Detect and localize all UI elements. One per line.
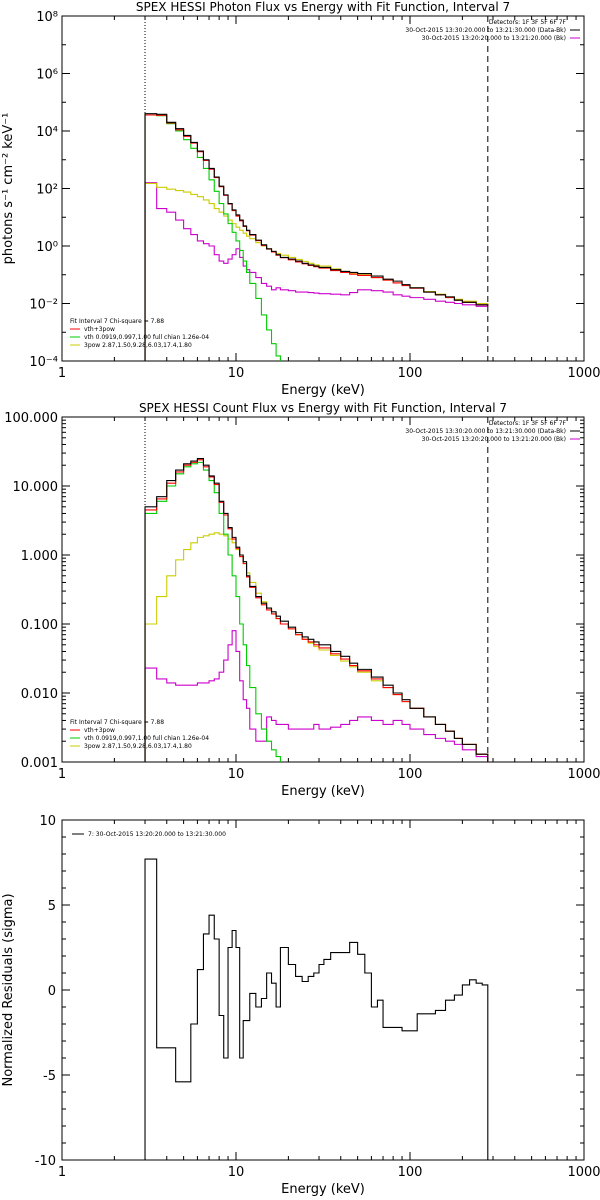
x-tick-label: 100 xyxy=(398,767,423,782)
y-tick-label: 10⁻² xyxy=(29,298,58,313)
y-tick-label: 10⁴ xyxy=(36,125,58,140)
x-tick-label: 100 xyxy=(398,1165,423,1180)
legend-topright-text: 30-Oct-2015 13:20:20.000 to 13:21:20.000… xyxy=(422,35,566,42)
plot-frame xyxy=(61,819,585,1161)
series-residuals xyxy=(144,858,489,1160)
x-tick-label: 10 xyxy=(228,1165,245,1180)
chart-panel-2: 1 10 100 1000 0.001 0.010 0.100 1.000 10.000 100.… xyxy=(4,401,600,799)
x-axis-label: Energy (keV) xyxy=(281,383,365,398)
chart-title: SPEX HESSI Photon Flux vs Energy with Fi… xyxy=(136,0,510,14)
legend-bottomleft-text: vth+3pow xyxy=(84,727,115,734)
legend-bottomleft-text: Fit Interval 7 Chi-square = 7.88 xyxy=(70,719,164,726)
y-tick-label: 10⁰ xyxy=(36,240,58,255)
x-tick-label: 1 xyxy=(58,366,66,381)
plot-frame xyxy=(61,416,585,763)
y-axis-label: Normalized Residuals (sigma) xyxy=(1,893,16,1086)
legend-bottomleft-text: Fit Interval 7 Chi-square = 7.88 xyxy=(70,318,164,325)
y-tick-label: -10 xyxy=(35,1154,56,1169)
x-axis-label: Energy (keV) xyxy=(281,1182,365,1197)
legend-topright-text: Detectors: 1F 3F 5F 6F 7F xyxy=(489,420,567,427)
series-data-bk xyxy=(144,457,489,762)
chart-title: SPEX HESSI Count Flux vs Energy with Fit… xyxy=(139,401,507,415)
x-tick-label: 10 xyxy=(228,767,245,782)
y-tick-label: 0 xyxy=(48,984,56,999)
legend-topleft-text: 7: 30-Oct-2015 13:20:20.000 to 13:21:30.… xyxy=(88,831,226,838)
series-vth xyxy=(144,114,281,361)
legend-bottomleft-text: vth 0.0919,0.997,1.00 full chian 1.26e-0… xyxy=(84,334,209,341)
plot-frame xyxy=(61,15,585,362)
y-tick-label: 10⁶ xyxy=(36,68,58,83)
series-bk xyxy=(144,182,488,361)
x-tick-label: 1000 xyxy=(567,366,600,381)
legend-bottomleft-text: vth 0.0919,0.997,1.00 full chian 1.26e-0… xyxy=(84,735,209,742)
y-tick-label: 5 xyxy=(48,899,56,914)
y-axis-label: photons s⁻¹ cm⁻² keV⁻¹ xyxy=(1,113,16,265)
x-tick-label: 1000 xyxy=(567,1165,600,1180)
y-tick-label: -5 xyxy=(43,1069,56,1084)
y-tick-label: 0.010 xyxy=(21,687,58,702)
series-3pow xyxy=(144,532,489,762)
legend-topright-text: Detectors: 1F 3F 5F 6F 7F xyxy=(489,19,567,26)
y-tick-label: 10² xyxy=(36,183,58,198)
legend-bottomleft-text: 3pow 2.87,1.50,9.28,6.03,17.4,1.80 xyxy=(84,342,192,349)
x-tick-label: 1000 xyxy=(567,767,600,782)
y-tick-label: 10⁻⁴ xyxy=(29,355,58,370)
y-tick-label: 100.000 xyxy=(4,411,58,426)
legend-bottomleft-text: vth+3pow xyxy=(84,326,115,333)
x-tick-label: 10 xyxy=(228,366,245,381)
y-tick-label: 0.100 xyxy=(21,618,58,633)
legend-topright-text: 30-Oct-2015 13:30:20.000 to 13:21:30.000… xyxy=(405,428,566,435)
y-tick-label: 10.000 xyxy=(13,480,59,495)
y-tick-label: 10⁸ xyxy=(36,10,58,25)
legend-bottomleft-text: 3pow 2.87,1.50,9.28,6.03,17.4,1.80 xyxy=(84,743,192,750)
x-tick-label: 100 xyxy=(398,366,423,381)
y-tick-label: 1.000 xyxy=(21,549,58,564)
x-tick-label: 1 xyxy=(58,1165,66,1180)
series-group xyxy=(144,858,489,1160)
x-axis-label: Energy (keV) xyxy=(281,784,365,799)
series-vth-3pow xyxy=(144,114,489,361)
series-group xyxy=(144,457,489,762)
legend-topright-text: 30-Oct-2015 13:20:20.000 to 13:21:20.000… xyxy=(422,436,566,443)
series-vth-3pow xyxy=(144,459,489,762)
series-group xyxy=(144,113,489,361)
x-tick-label: 1 xyxy=(58,767,66,782)
series-bk xyxy=(144,630,489,762)
y-tick-label: 10 xyxy=(39,814,56,829)
series-vth xyxy=(144,461,281,762)
y-tick-label: 0.001 xyxy=(21,756,58,771)
series-data-bk xyxy=(144,113,489,361)
legend-topright-text: 30-Oct-2015 13:30:20.000 to 13:21:30.000… xyxy=(405,27,566,34)
chart-panel-3: 1 10 100 1000 -10 -5 0 5 10 Energy (keV) Normalize… xyxy=(1,814,600,1197)
chart-panel-1: 1 10 100 1000 10⁻⁴ 10⁻² 10⁰ 10² 10⁴ 10⁶ 10⁸ SPEX HE… xyxy=(1,0,600,398)
